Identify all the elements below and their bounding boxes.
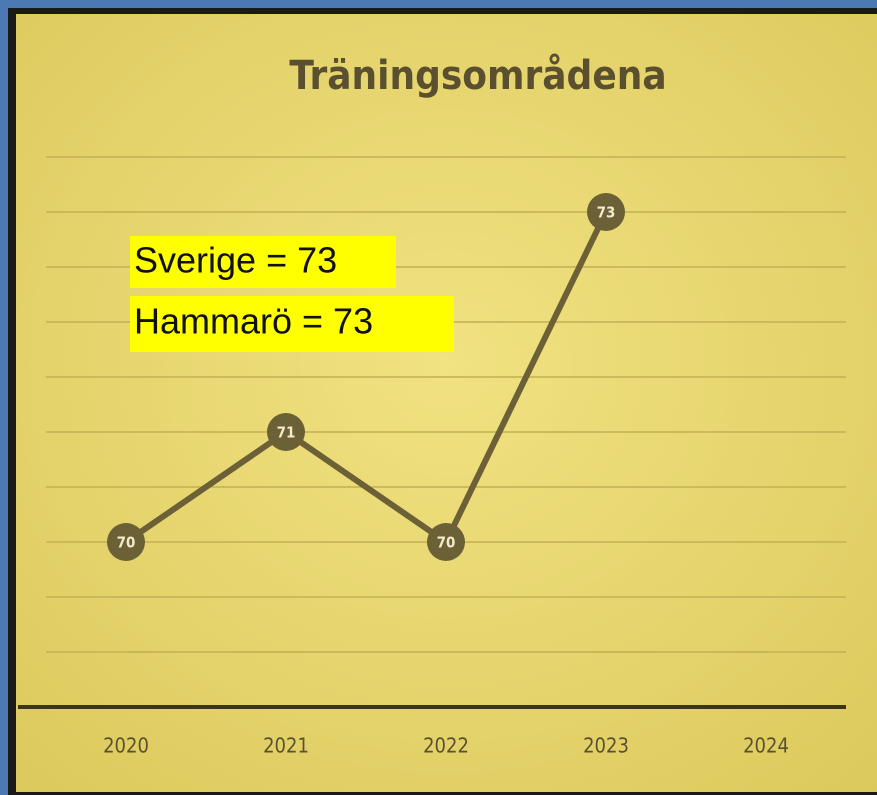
annotation: Hammarö = 73: [134, 301, 373, 342]
data-label: 71: [277, 424, 296, 442]
data-point: [587, 193, 625, 231]
data-label: 73: [597, 204, 616, 222]
x-tick-label: 2023: [583, 734, 629, 758]
data-point: [427, 523, 465, 561]
data-label: 70: [437, 534, 456, 552]
annotation: Sverige = 73: [134, 240, 337, 281]
data-label: 70: [117, 534, 136, 552]
data-line: [124, 210, 609, 545]
data-point: [107, 523, 145, 561]
annotation-highlight: [130, 236, 396, 288]
x-tick-label: 2021: [263, 734, 309, 758]
chart-background: [16, 14, 877, 792]
annotation-highlight: [130, 296, 454, 352]
x-tick-label: 2024: [743, 734, 789, 758]
x-tick-label: 2020: [103, 734, 149, 758]
data-point: [267, 413, 305, 451]
chart-title: Träningsområdena: [289, 52, 666, 99]
x-tick-label: 2022: [423, 734, 469, 758]
